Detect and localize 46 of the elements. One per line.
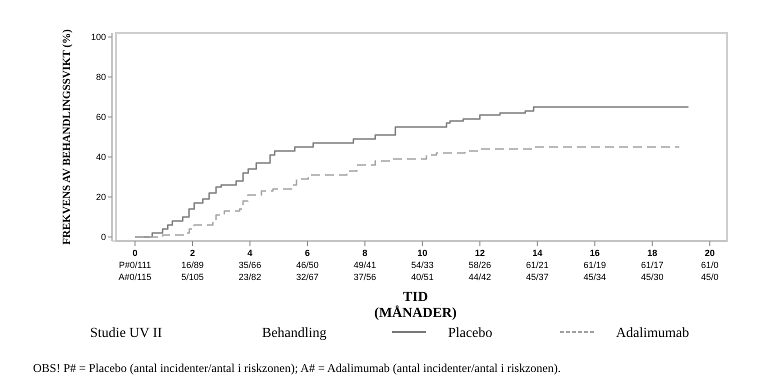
legend-label: Adalimumab [616, 326, 690, 341]
text: 45/37 [526, 272, 549, 282]
text: 54/33 [411, 260, 434, 270]
y-tick-label: 80 [96, 72, 106, 82]
y-tick-label: 40 [96, 152, 106, 162]
x-tick-label: 16 [590, 248, 600, 258]
text: P#0/111 [118, 260, 152, 270]
y-tick-label: 100 [90, 32, 106, 42]
text: 61/21 [526, 260, 549, 270]
text: 45/30 [641, 272, 664, 282]
text: 61/0 [700, 260, 719, 270]
y-axis-title: FREKVENS AV BEHANDLINGSSVIKT (%) [61, 28, 73, 245]
text: 58/26 [468, 260, 492, 270]
text: 23/82 [238, 272, 262, 282]
text: 35/66 [238, 260, 262, 270]
x-tick-label: 12 [474, 248, 485, 258]
text: OBS! P# = Placebo (antal incidenter/antal i riskzonen); A# = Adalimumab (antal incidenter/antal i riskzonen). [33, 361, 561, 375]
legend-label: Placebo [448, 326, 492, 341]
x-tick-label: 6 [304, 248, 310, 258]
x-tick-label: 4 [247, 248, 252, 258]
text: 16/89 [181, 260, 204, 270]
x-tick-label: 2 [190, 248, 195, 258]
x-tick-label: 20 [704, 248, 715, 258]
text: A#0/115 [118, 272, 152, 282]
x-tick-label: 18 [647, 248, 658, 258]
text: 44/42 [468, 272, 492, 282]
text: 46/50 [296, 260, 319, 270]
text: 61/17 [641, 260, 664, 270]
x-tick-label: 8 [362, 248, 368, 258]
y-tick-label: 20 [96, 192, 106, 202]
x-tick-label: 0 [132, 248, 138, 258]
text: 32/67 [296, 272, 319, 282]
x-tick-label: 14 [532, 248, 542, 258]
text: 40/51 [411, 272, 434, 282]
x-axis-title: TID (MÅNADER) [374, 290, 458, 321]
y-tick-label: 0 [100, 232, 106, 242]
text: 61/19 [584, 260, 606, 270]
text: 45/0 [700, 272, 719, 282]
legend-title: Behandling [262, 326, 327, 341]
text: 5/105 [181, 272, 204, 282]
text: 37/56 [354, 272, 376, 282]
x-tick-label: 10 [417, 248, 428, 258]
text: Studie UV II [90, 326, 162, 341]
text: 45/34 [584, 272, 606, 282]
text: 49/41 [354, 260, 376, 270]
y-tick-label: 60 [96, 112, 106, 122]
